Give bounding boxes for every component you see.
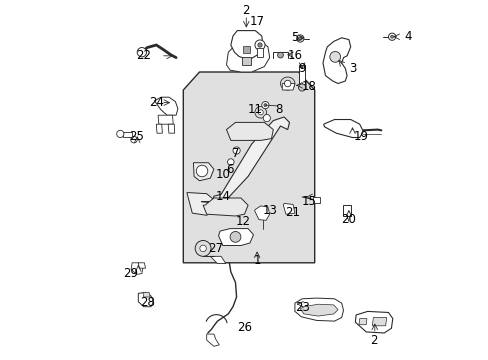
Text: 20: 20 [341,213,356,226]
Circle shape [196,165,207,177]
Polygon shape [355,311,392,333]
Text: 8: 8 [275,103,282,116]
Polygon shape [154,97,178,115]
Text: 28: 28 [140,296,154,309]
Polygon shape [371,318,386,326]
Polygon shape [218,229,253,246]
Circle shape [390,35,393,38]
Polygon shape [168,124,174,133]
Polygon shape [226,41,269,72]
Circle shape [130,136,137,143]
Circle shape [258,110,263,115]
Polygon shape [282,84,294,90]
Text: 24: 24 [149,96,164,109]
Polygon shape [280,77,294,90]
Polygon shape [183,72,314,263]
Circle shape [195,240,211,256]
Circle shape [254,107,266,118]
Text: 14: 14 [215,190,230,203]
Polygon shape [138,292,153,307]
Text: 16: 16 [287,49,302,62]
Circle shape [137,48,146,57]
Text: 17: 17 [249,15,264,28]
Text: 4: 4 [404,30,411,42]
Text: 21: 21 [285,206,300,219]
Circle shape [298,37,302,40]
Text: 7: 7 [231,147,239,159]
Circle shape [387,33,395,40]
Bar [242,46,249,53]
Text: 2: 2 [369,334,377,347]
Polygon shape [210,256,225,264]
Circle shape [232,147,240,154]
Polygon shape [156,124,162,133]
Circle shape [263,114,270,122]
Bar [257,48,263,57]
Circle shape [277,52,283,58]
Polygon shape [322,38,350,84]
Text: 5: 5 [291,31,298,44]
Polygon shape [254,206,269,220]
Polygon shape [131,263,142,274]
Text: 18: 18 [302,80,316,93]
Polygon shape [142,292,150,297]
Text: 27: 27 [208,242,223,255]
Polygon shape [300,304,337,316]
Circle shape [117,130,123,138]
Bar [241,57,250,65]
Polygon shape [323,120,363,138]
Text: 29: 29 [123,267,138,280]
Polygon shape [138,263,145,268]
Circle shape [261,102,268,109]
Circle shape [257,43,262,47]
Text: 3: 3 [348,62,356,75]
Circle shape [296,35,303,42]
Circle shape [284,80,290,87]
Circle shape [230,231,241,242]
Polygon shape [226,122,273,140]
Polygon shape [201,117,289,203]
Bar [298,65,305,84]
Circle shape [200,245,206,252]
Polygon shape [283,203,294,214]
Circle shape [227,159,234,165]
Polygon shape [193,163,213,181]
Text: 15: 15 [301,195,316,208]
Text: 13: 13 [262,204,277,217]
Circle shape [254,40,264,50]
Text: 25: 25 [129,130,143,143]
Text: 23: 23 [294,301,309,314]
Text: 11: 11 [247,103,262,116]
Polygon shape [358,319,366,325]
Polygon shape [206,334,219,346]
Polygon shape [203,198,247,216]
Text: 2: 2 [242,4,249,17]
Polygon shape [294,298,343,321]
Text: 10: 10 [215,168,230,181]
Polygon shape [230,31,263,58]
Text: 6: 6 [226,163,233,176]
Circle shape [264,104,266,107]
Text: 22: 22 [136,49,151,62]
Text: 9: 9 [298,62,305,75]
Bar [312,197,320,203]
Text: 12: 12 [235,215,250,228]
Circle shape [329,51,340,62]
Bar [343,205,350,216]
Text: 26: 26 [237,321,251,334]
Text: 19: 19 [353,130,368,143]
Text: 1: 1 [253,255,260,267]
Polygon shape [186,193,215,215]
Bar [123,132,132,137]
Polygon shape [158,115,173,124]
Circle shape [298,84,305,91]
